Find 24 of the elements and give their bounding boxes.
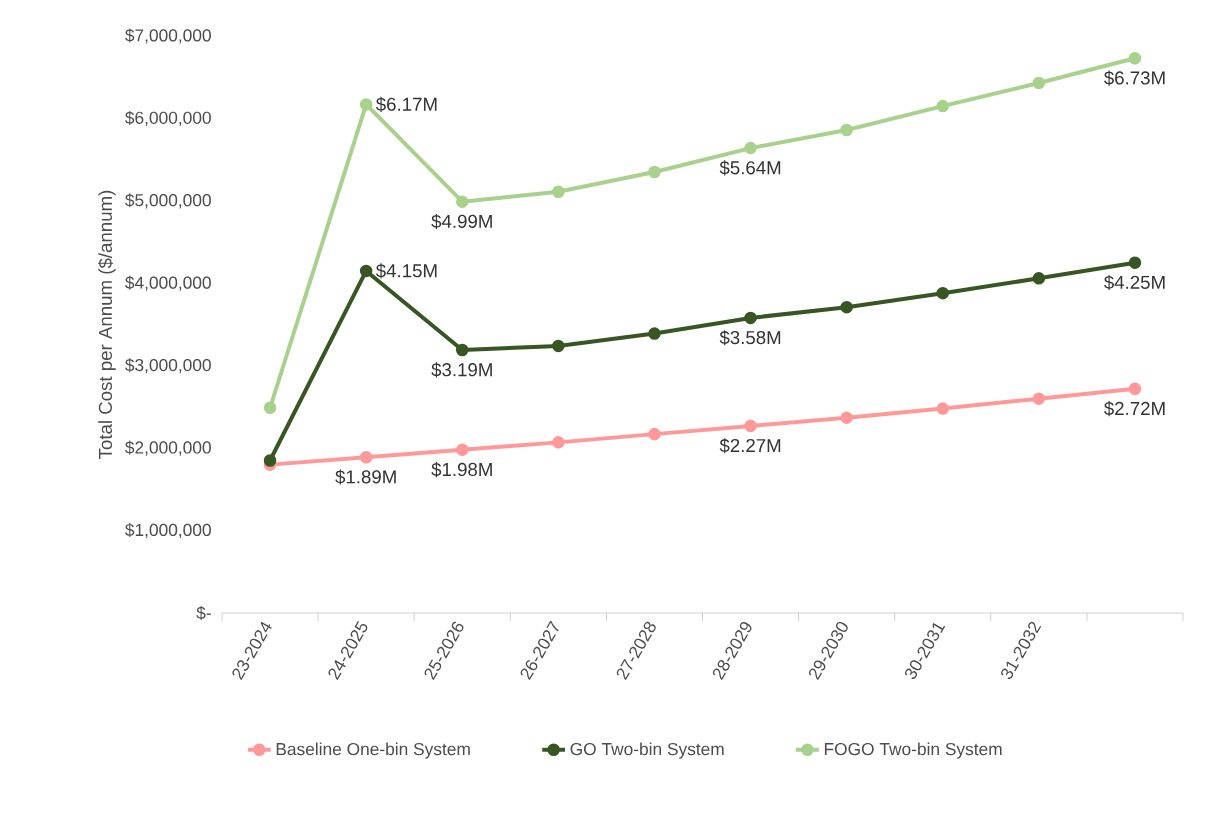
data-label: $3.58M [719, 330, 781, 346]
data-label: $6.17M [375, 96, 437, 112]
data-label: $1.89M [335, 469, 396, 485]
y-tick-label: $2,000,000 [125, 440, 211, 456]
data-label: $5.64M [719, 160, 781, 176]
y-tick-label: $5,000,000 [125, 193, 211, 209]
legend-label: GO Two-bin System [570, 742, 724, 759]
y-tick-label: $1,000,000 [125, 523, 211, 539]
y-tick-label: $4,000,000 [125, 275, 211, 291]
y-axis-title: Total Cost per Annum ($/annum) [98, 190, 116, 459]
data-label: $6.73M [1104, 70, 1165, 86]
data-label: $2.27M [719, 438, 781, 454]
data-label: $2.72M [1104, 401, 1165, 417]
data-label: $1.98M [431, 462, 492, 478]
y-tick-label: $6,000,000 [125, 110, 211, 126]
data-label: $4.25M [1104, 274, 1165, 291]
data-label: $3.19M [431, 362, 492, 378]
y-tick-label: $- [196, 605, 211, 621]
data-label: $4.15M [375, 263, 437, 279]
legend-label: Baseline One-bin System [276, 742, 470, 759]
y-tick-label: $3,000,000 [125, 358, 211, 374]
legend-label: FOGO Two-bin System [824, 742, 1002, 759]
y-tick-label: $7,000,000 [125, 28, 211, 44]
data-label: $4.99M [431, 213, 492, 230]
